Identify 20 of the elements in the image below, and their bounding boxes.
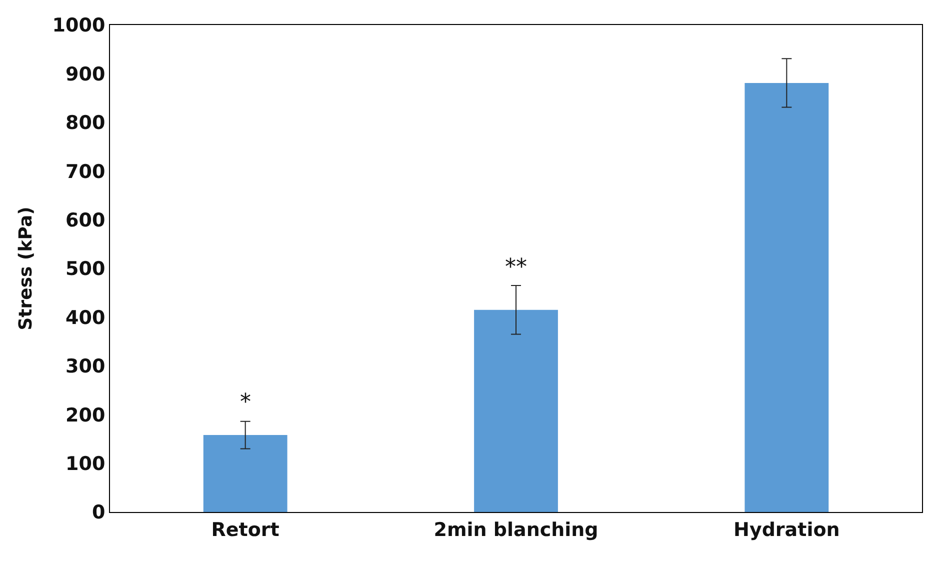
y-tick-label: 1000: [52, 14, 106, 37]
y-tick-label: 400: [66, 306, 106, 329]
y-tick-label: 0: [92, 502, 106, 524]
y-tick-label: 200: [66, 404, 106, 426]
bar: [744, 82, 829, 512]
y-axis-title: Stress (kPa): [16, 206, 37, 330]
bar: [474, 310, 558, 512]
y-tick-label: 300: [66, 356, 106, 378]
annotation: *: [240, 390, 251, 415]
x-tick-label: 2min blanching: [434, 518, 598, 541]
bar: [203, 435, 288, 512]
y-tick-label: 600: [66, 209, 106, 232]
y-tick-label: 800: [66, 112, 106, 134]
y-tick-label: 700: [66, 160, 106, 183]
y-tick-label: 900: [66, 63, 106, 86]
y-tick-label: 500: [66, 258, 106, 280]
y-tick-label: 100: [66, 452, 106, 475]
x-tick-label: Hydration: [734, 518, 840, 541]
annotation: **: [505, 255, 527, 280]
x-tick-label: Retort: [211, 518, 280, 541]
